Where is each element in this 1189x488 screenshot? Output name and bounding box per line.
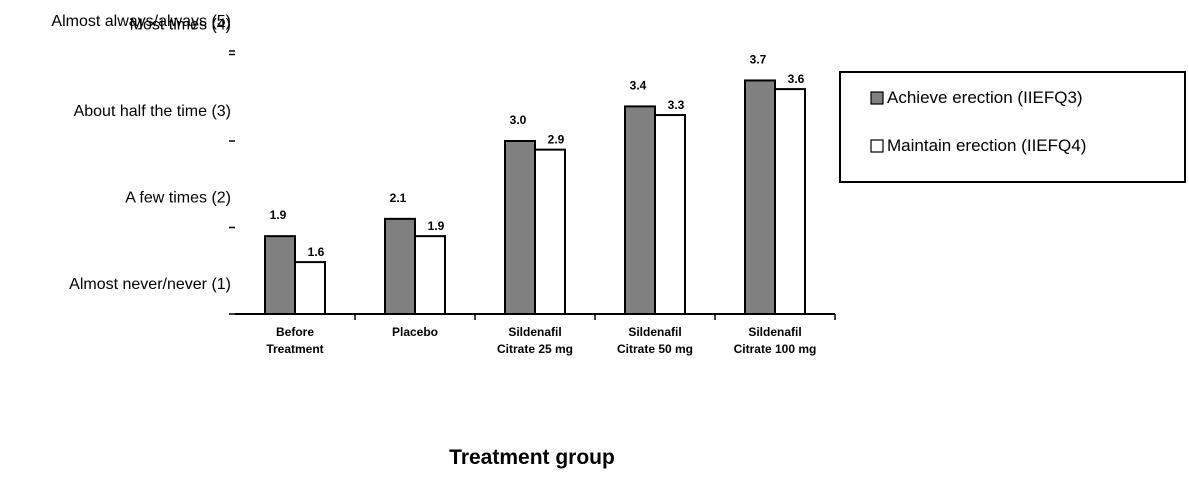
bars	[264, 79, 806, 316]
legend-box	[839, 71, 1186, 183]
bar-maintain	[774, 88, 806, 315]
x-tick-label: Placebo	[392, 325, 438, 339]
legend: Achieve erection (IIEFQ3) Maintain erecti…	[839, 71, 1186, 183]
bar-achieve	[264, 235, 296, 315]
bar-maintain	[414, 235, 446, 315]
data-label: 2.9	[548, 133, 565, 147]
bar-achieve	[624, 105, 656, 316]
y-tick-label: A few times (2)	[125, 190, 231, 207]
axes: Almost never/never (1) A few times (2) Abo…	[51, 13, 836, 356]
x-tick-label: Before Treatment	[266, 325, 323, 356]
bar-achieve	[744, 79, 776, 315]
x-tick-label: Sildenafil Citrate 25 mg	[497, 325, 573, 356]
bar-maintain	[534, 148, 566, 315]
y-tick-label: Almost never/never (1)	[69, 276, 231, 293]
data-labels: 1.9 2.1 3.0 3.4 3.7 1.6 1.9 2.9 3.3 3.6	[270, 52, 805, 259]
bar-maintain	[654, 114, 686, 315]
y-tick-label: Most times (4)	[130, 17, 231, 34]
x-tick-label: Sildenafil Citrate 100 mg	[734, 325, 817, 356]
y-tick-label: About half the time (3)	[74, 103, 231, 120]
x-axis-title: Treatment group	[449, 446, 615, 469]
legend-swatch	[870, 91, 884, 105]
x-tick-label: Sildenafil Citrate 50 mg	[617, 325, 693, 356]
data-label: 1.9	[428, 219, 445, 233]
data-label: 3.7	[750, 52, 767, 66]
data-label: 3.4	[630, 78, 647, 92]
legend-label: Achieve erection (IIEFQ3)	[887, 88, 1083, 107]
data-label: 3.6	[788, 72, 805, 86]
bar-achieve	[504, 140, 536, 315]
data-label: 3.0	[510, 113, 527, 127]
y-tick-label: Almost always/always (5)	[51, 13, 231, 30]
data-label: 1.6	[308, 245, 325, 259]
bar-maintain	[294, 261, 326, 316]
legend-swatch	[870, 139, 884, 153]
data-label: 2.1	[390, 191, 407, 205]
data-label: 1.9	[270, 208, 287, 222]
bar-achieve	[384, 217, 416, 316]
legend-label: Maintain erection (IIEFQ4)	[887, 136, 1086, 155]
data-label: 3.3	[668, 98, 685, 112]
